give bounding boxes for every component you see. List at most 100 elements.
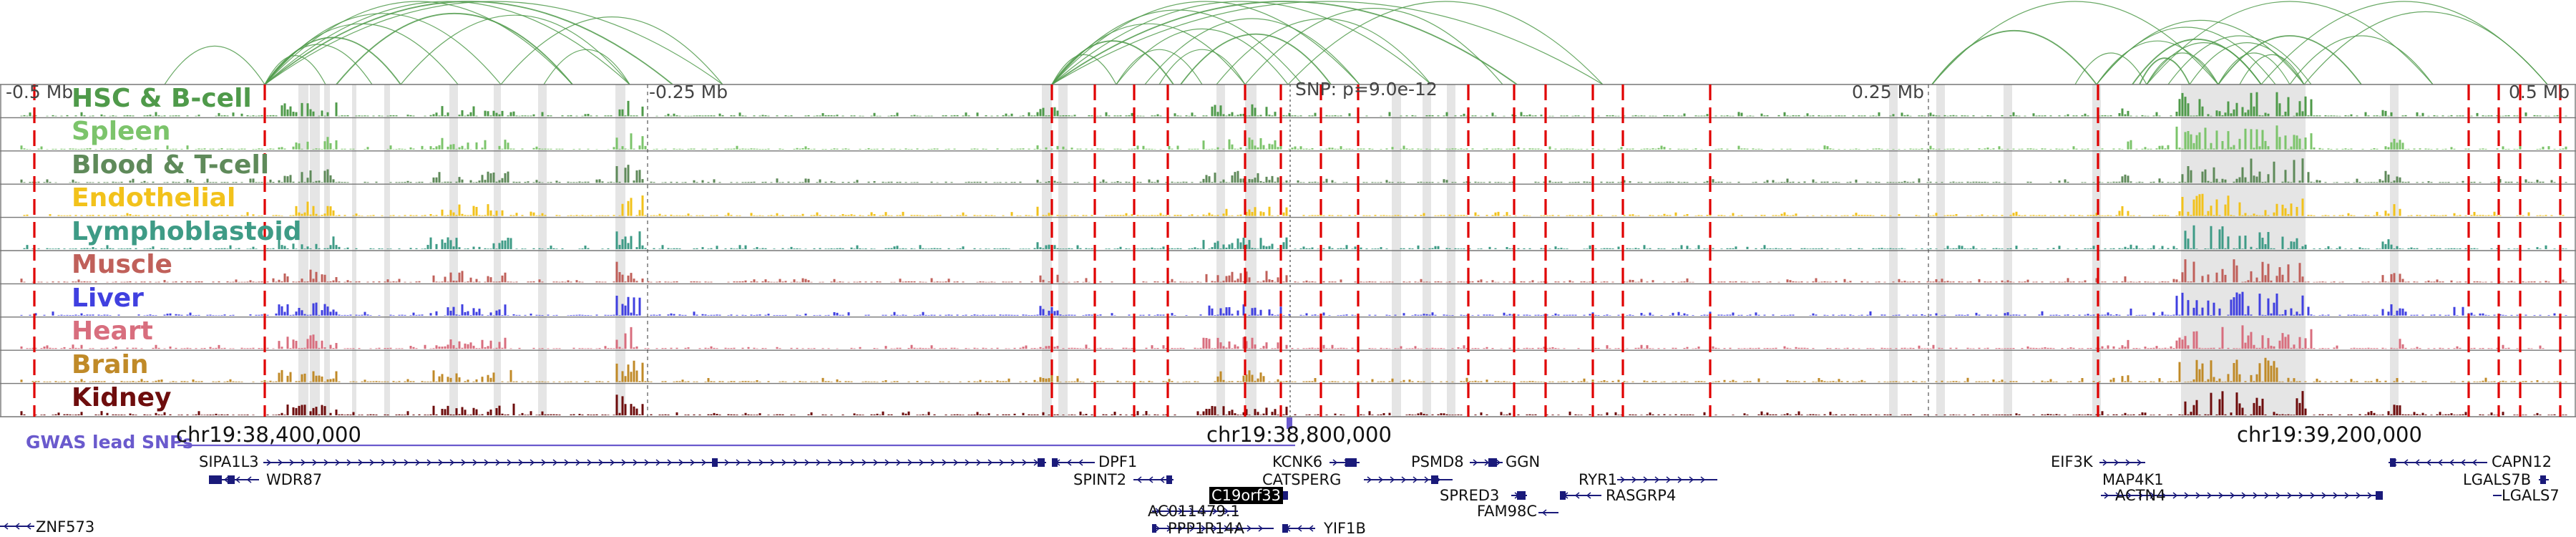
gene-model — [0, 523, 34, 530]
gene-label-ppp1r14a: PPP1R14A — [1168, 520, 1245, 537]
gene-model — [1133, 475, 1174, 484]
gene-model — [1470, 458, 1503, 467]
gene-model — [1052, 458, 1095, 467]
track-label-liver: Liver — [72, 284, 144, 313]
gwas-lead-snp-marker — [1287, 417, 1292, 429]
signal-peaks — [23, 193, 2565, 216]
gene-label-ryr1: RYR1 — [1579, 471, 1618, 488]
exon — [2390, 458, 2396, 467]
track-label-spleen: Spleen — [72, 117, 171, 146]
coordinate-label-3: chr19:39,200,000 — [2237, 422, 2422, 447]
gene-label-map4k1: MAP4K1 — [2102, 471, 2164, 488]
exon — [1560, 491, 1566, 500]
gene-model — [1538, 509, 1558, 516]
track-label-heart: Heart — [72, 316, 153, 346]
exon — [1282, 491, 1288, 500]
interaction-arc — [2146, 1, 2434, 85]
interaction-arc — [1144, 18, 1360, 85]
interaction-arc — [2218, 35, 2362, 85]
track-label-blood-t-cell: Blood & T-cell — [72, 150, 270, 180]
signal-peaks — [20, 357, 2567, 382]
gene-label-c19orf33: C19orf33 — [1209, 487, 1283, 504]
gwas-track — [177, 417, 1295, 447]
signal-track-4 — [23, 225, 2567, 249]
track-label-muscle: Muscle — [72, 250, 172, 279]
gene-label-spred3: SPRED3 — [1440, 487, 1500, 504]
strand-arrows — [2104, 492, 2373, 499]
interaction-arc — [1051, 1, 1360, 85]
signal-peaks — [20, 391, 2567, 415]
interaction-arc — [1051, 1, 1604, 85]
exon — [1431, 475, 1438, 484]
exon — [1517, 491, 1526, 500]
gene-label-rasgrp4: RASGRP4 — [1606, 487, 1677, 504]
gene-label-dpf1: DPF1 — [1098, 453, 1138, 470]
gene-label-kcnk6: KCNK6 — [1272, 453, 1323, 470]
gene-label-lgals7b: LGALS7B — [2463, 471, 2532, 488]
exon — [2540, 475, 2546, 484]
gene-label-catsperg: CATSPERG — [1262, 471, 1342, 488]
interaction-arc — [1180, 33, 1332, 85]
interaction-arcs — [164, 1, 2548, 85]
scale-snp: SNP: p=9.0e-12 — [1295, 79, 1438, 100]
interaction-arc — [1931, 1, 2219, 85]
scale-left-quarter: -0.25 Mb — [649, 82, 728, 102]
strand-arrows — [2102, 459, 2142, 466]
interaction-arc — [2132, 39, 2262, 85]
gene-label-znf573: ZNF573 — [36, 518, 95, 536]
strand-arrows — [1136, 476, 1165, 483]
interaction-arc — [500, 16, 723, 85]
signal-peaks — [20, 92, 2567, 117]
signal-track-7 — [20, 325, 2545, 349]
strand-arrows — [1541, 509, 1547, 516]
gene-model — [1282, 524, 1315, 533]
interaction-arc — [1244, 8, 1503, 85]
interaction-arc — [2167, 35, 2312, 85]
gene-label-eif3k: EIF3K — [2051, 453, 2093, 470]
exon — [1038, 458, 1045, 467]
interaction-arc — [1216, 18, 1432, 85]
signal-tracks — [20, 92, 2567, 415]
strand-arrows — [3, 523, 31, 530]
gene-model — [2099, 459, 2145, 466]
interaction-arc — [1116, 29, 1289, 85]
signal-track-5 — [20, 259, 2567, 283]
gene-model — [1152, 508, 1238, 515]
interaction-arc — [1287, 1, 1604, 85]
strand-arrows — [1620, 476, 1706, 483]
interaction-arc — [2239, 54, 2305, 85]
signal-track-0 — [20, 92, 2567, 117]
interaction-arc — [1051, 40, 1174, 85]
interaction-arc — [2096, 20, 2305, 85]
track-label-hsc-b-cell: HSC & B-cell — [72, 84, 252, 113]
interaction-arc — [2074, 52, 2147, 85]
strand-arrows — [1155, 508, 1229, 515]
track-label-brain: Brain — [72, 350, 149, 379]
signal-peaks — [20, 125, 2567, 150]
gene-model — [2389, 458, 2487, 467]
gene-model — [1364, 475, 1453, 484]
track-frames — [0, 84, 2576, 417]
signal-track-6 — [20, 291, 2567, 316]
exon — [712, 458, 718, 467]
signal-track-8 — [20, 357, 2567, 382]
exon — [1488, 458, 1497, 467]
signal-track-9 — [20, 391, 2567, 415]
gene-label-fam98c: FAM98C — [1477, 503, 1538, 520]
gene-model — [2539, 475, 2549, 484]
track-label-endothelial: Endothelial — [72, 183, 236, 213]
strand-arrows — [1155, 525, 1264, 532]
exon — [1345, 458, 1357, 467]
exon — [1152, 524, 1156, 533]
interaction-arc — [1931, 30, 2097, 85]
interaction-arc — [264, 1, 673, 85]
boundary-lines — [33, 84, 2562, 417]
interaction-arc — [264, 55, 326, 85]
gene-model — [1560, 491, 1601, 500]
signal-track-1 — [20, 125, 2567, 150]
exon — [1166, 475, 1172, 484]
signal-peaks — [20, 291, 2567, 316]
interaction-arc — [2189, 42, 2305, 85]
